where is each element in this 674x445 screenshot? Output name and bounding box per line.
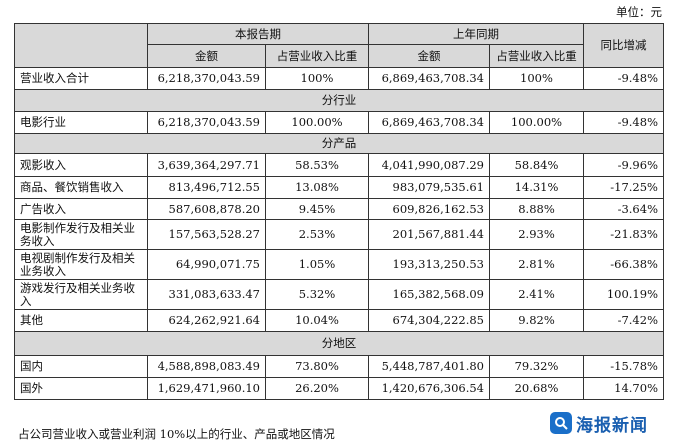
row-cur-share: 10.04% bbox=[265, 309, 369, 332]
section-row-industry: 分行业 bbox=[14, 89, 664, 112]
table-row: 电影行业 6,218,370,043.59 100.00% 6,869,463,… bbox=[14, 111, 664, 134]
row-prev-amount: 201,567,881.44 bbox=[368, 219, 490, 250]
row-label: 观影收入 bbox=[14, 153, 148, 177]
total-label: 营业收入合计 bbox=[14, 67, 148, 90]
table-row: 游戏发行及相关业务收入 331,083,633.47 5.32% 165,382… bbox=[14, 279, 664, 310]
table-row: 其他 624,262,921.64 10.04% 674,304,222.85 … bbox=[14, 309, 664, 332]
row-cur-amount: 3,639,364,297.71 bbox=[147, 153, 266, 177]
row-prev-amount: 674,304,222.85 bbox=[368, 309, 490, 332]
table-row: 广告收入 587,608,878.20 9.45% 609,826,162.53… bbox=[14, 198, 664, 220]
row-cur-amount: 157,563,528.27 bbox=[147, 219, 266, 250]
section-row-product: 分产品 bbox=[14, 133, 664, 154]
row-cur-share: 100.00% bbox=[265, 111, 369, 134]
header-row-1: 本报告期 上年同期 同比增减 bbox=[14, 23, 664, 68]
row-prev-amount: 1,420,676,306.54 bbox=[368, 377, 490, 400]
table-row: 国内 4,588,898,083.49 73.80% 5,448,787,401… bbox=[14, 355, 664, 378]
row-yoy: -7.42% bbox=[583, 309, 664, 332]
row-yoy: -3.64% bbox=[583, 198, 664, 220]
row-label: 广告收入 bbox=[14, 198, 148, 220]
row-cur-share: 26.20% bbox=[265, 377, 369, 400]
row-prev-share: 100.00% bbox=[489, 111, 584, 134]
watermark: 海报新闻 bbox=[550, 409, 662, 437]
row-cur-amount: 4,588,898,083.49 bbox=[147, 355, 266, 378]
row-cur-share: 9.45% bbox=[265, 198, 369, 220]
section-region: 分地区 bbox=[14, 331, 664, 356]
row-prev-share: 9.82% bbox=[489, 309, 584, 332]
row-yoy: 14.70% bbox=[583, 377, 664, 400]
row-yoy: -15.78% bbox=[583, 355, 664, 378]
row-label: 电影制作发行及相关业务收入 bbox=[14, 219, 148, 250]
header-yoy: 同比增减 bbox=[583, 23, 664, 68]
total-cur-share: 100% bbox=[265, 67, 369, 90]
row-cur-share: 2.53% bbox=[265, 219, 369, 250]
row-prev-share: 79.32% bbox=[489, 355, 584, 378]
row-yoy: -66.38% bbox=[583, 249, 664, 280]
row-yoy: -9.96% bbox=[583, 153, 664, 177]
row-cur-share: 1.05% bbox=[265, 249, 369, 280]
row-prev-amount: 609,826,162.53 bbox=[368, 198, 490, 220]
total-cur-amount: 6,218,370,043.59 bbox=[147, 67, 266, 90]
row-cur-amount: 64,990,071.75 bbox=[147, 249, 266, 280]
row-cur-amount: 6,218,370,043.59 bbox=[147, 111, 266, 134]
section-product: 分产品 bbox=[14, 133, 664, 154]
row-cur-amount: 813,496,712.55 bbox=[147, 176, 266, 199]
row-prev-share: 8.88% bbox=[489, 198, 584, 220]
row-yoy: -21.83% bbox=[583, 219, 664, 250]
row-prev-share: 20.68% bbox=[489, 377, 584, 400]
table-row: 观影收入 3,639,364,297.71 58.53% 4,041,990,0… bbox=[14, 153, 664, 177]
total-prev-share: 100% bbox=[489, 67, 584, 90]
row-label: 电影行业 bbox=[14, 111, 148, 134]
header-current-period: 本报告期 bbox=[147, 23, 369, 45]
table-row: 电影制作发行及相关业务收入 157,563,528.27 2.53% 201,5… bbox=[14, 219, 664, 250]
revenue-table: 本报告期 上年同期 同比增减 金额 占营业收入比重 金额 占营业收入比重 营业收… bbox=[14, 23, 664, 400]
header-cur-share: 占营业收入比重 bbox=[265, 44, 369, 68]
row-prev-share: 2.93% bbox=[489, 219, 584, 250]
row-cur-amount: 1,629,471,960.10 bbox=[147, 377, 266, 400]
header-prev-amount: 金额 bbox=[368, 44, 490, 68]
news-app-icon bbox=[550, 412, 572, 434]
row-yoy: -17.25% bbox=[583, 176, 664, 199]
header-prior-period: 上年同期 bbox=[368, 23, 584, 45]
header-cur-amount: 金额 bbox=[147, 44, 266, 68]
section-industry: 分行业 bbox=[14, 89, 664, 112]
table-row: 商品、餐饮销售收入 813,496,712.55 13.08% 983,079,… bbox=[14, 176, 664, 199]
total-row: 营业收入合计 6,218,370,043.59 100% 6,869,463,7… bbox=[14, 67, 664, 90]
row-cur-share: 13.08% bbox=[265, 176, 369, 199]
row-prev-share: 2.41% bbox=[489, 279, 584, 310]
row-prev-amount: 983,079,535.61 bbox=[368, 176, 490, 199]
unit-label: 单位：元 bbox=[616, 5, 662, 19]
row-label: 游戏发行及相关业务收入 bbox=[14, 279, 148, 310]
row-prev-amount: 4,041,990,087.29 bbox=[368, 153, 490, 177]
row-label: 其他 bbox=[14, 309, 148, 332]
watermark-text: 海报新闻 bbox=[576, 415, 648, 436]
row-prev-share: 14.31% bbox=[489, 176, 584, 199]
row-cur-amount: 331,083,633.47 bbox=[147, 279, 266, 310]
row-prev-share: 58.84% bbox=[489, 153, 584, 177]
row-yoy: -9.48% bbox=[583, 111, 664, 134]
row-prev-share: 2.81% bbox=[489, 249, 584, 280]
row-prev-amount: 165,382,568.09 bbox=[368, 279, 490, 310]
row-cur-amount: 587,608,878.20 bbox=[147, 198, 266, 220]
row-label: 商品、餐饮销售收入 bbox=[14, 176, 148, 199]
row-label: 电视剧制作发行及相关业务收入 bbox=[14, 249, 148, 280]
section-row-region: 分地区 bbox=[14, 331, 664, 356]
row-cur-amount: 624,262,921.64 bbox=[147, 309, 266, 332]
row-cur-share: 5.32% bbox=[265, 279, 369, 310]
section-note: 占公司营业收入或营业利润 10%以上的行业、产品或地区情况 bbox=[18, 427, 335, 441]
header-prev-share: 占营业收入比重 bbox=[489, 44, 584, 68]
row-cur-share: 58.53% bbox=[265, 153, 369, 177]
row-yoy: 100.19% bbox=[583, 279, 664, 310]
row-prev-amount: 5,448,787,401.80 bbox=[368, 355, 490, 378]
row-label: 国外 bbox=[14, 377, 148, 400]
table-row: 国外 1,629,471,960.10 26.20% 1,420,676,306… bbox=[14, 377, 664, 400]
row-prev-amount: 193,313,250.53 bbox=[368, 249, 490, 280]
header-row-2: 金额 占营业收入比重 金额 占营业收入比重 bbox=[15, 44, 664, 68]
row-prev-amount: 6,869,463,708.34 bbox=[368, 111, 490, 134]
total-prev-amount: 6,869,463,708.34 bbox=[368, 67, 490, 90]
row-label: 国内 bbox=[14, 355, 148, 378]
header-blank-cell bbox=[14, 23, 148, 68]
total-yoy: -9.48% bbox=[583, 67, 664, 90]
row-cur-share: 73.80% bbox=[265, 355, 369, 378]
table-row: 电视剧制作发行及相关业务收入 64,990,071.75 1.05% 193,3… bbox=[14, 249, 664, 280]
